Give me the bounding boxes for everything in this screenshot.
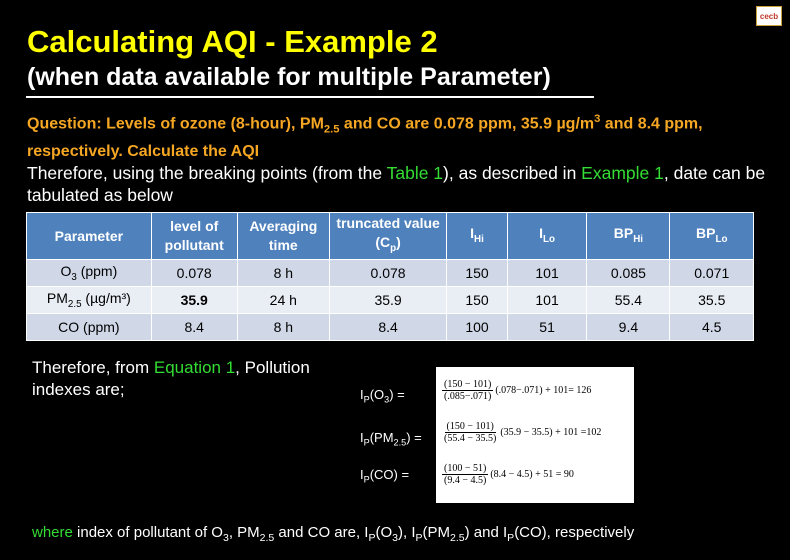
intro-text: Therefore, using the breaking points (fr… — [27, 163, 766, 205]
label-co: IP(CO) = — [360, 467, 410, 485]
title-underline — [26, 96, 594, 98]
label-ozone: IP(O3) = — [360, 387, 405, 405]
header-ihi: IHi — [446, 212, 508, 260]
table-row: CO (ppm) 8.4 8 h 8.4 100 51 9.4 4.5 — [26, 313, 754, 341]
cell-averaging: 24 h — [236, 286, 330, 314]
cell-parameter: O3 (ppm) — [26, 259, 152, 287]
table-1-reference: Table 1 — [386, 163, 444, 183]
slide-title: Calculating AQI - Example 2 — [27, 24, 438, 59]
header-truncated: truncated value (Cp) — [328, 212, 448, 260]
header-bphi: BPHi — [586, 212, 671, 260]
pollution-index-intro: Therefore, from Equation 1, Pollution in… — [32, 358, 310, 399]
question-text: Question: Levels of ozone (8-hour), PM2.… — [27, 113, 703, 160]
cell-bplo: 35.5 — [669, 286, 754, 314]
cell-bplo: 4.5 — [669, 313, 754, 341]
cell-bphi: 9.4 — [586, 313, 671, 341]
header-bplo: BPLo — [669, 212, 754, 260]
cell-ilo: 51 — [506, 313, 588, 341]
table-row: PM2.5 (µg/m³) 35.9 24 h 35.9 150 101 55.… — [26, 286, 754, 314]
equation-image: (150 − 101) (.085−.071) (.078−.071) + 101… — [436, 367, 634, 503]
cell-averaging: 8 h — [236, 313, 330, 341]
equation-ozone: (150 − 101) (.085−.071) (.078−.071) + 101… — [442, 379, 592, 402]
cell-level: 8.4 — [150, 313, 238, 341]
cell-averaging: 8 h — [236, 259, 330, 287]
equation-1-reference: Equation 1 — [153, 358, 236, 377]
slide-subtitle: (when data available for multiple Parame… — [27, 63, 551, 91]
cell-ilo: 101 — [506, 286, 588, 314]
cell-bplo: 0.071 — [669, 259, 754, 287]
header-ilo: ILo — [506, 212, 588, 260]
header-averaging: Averaging time — [236, 212, 330, 260]
equation-pm25: (150 − 101) (55.4 − 35.5) (35.9 − 35.5) +… — [444, 421, 602, 444]
cell-parameter: PM2.5 (µg/m³) — [26, 286, 152, 314]
cecb-logo: cecb — [756, 6, 782, 26]
cell-ilo: 101 — [506, 259, 588, 287]
cell-truncated: 8.4 — [328, 313, 448, 341]
cell-level: 0.078 — [150, 259, 238, 287]
example-1-reference: Example 1 — [581, 163, 664, 183]
cell-ihi: 100 — [446, 313, 508, 341]
cell-level: 35.9 — [150, 286, 238, 314]
breakpoint-table: Parameter level of pollutant Averaging t… — [26, 212, 754, 341]
cell-ihi: 150 — [446, 259, 508, 287]
cell-ihi: 150 — [446, 286, 508, 314]
table-row: O3 (ppm) 0.078 8 h 0.078 150 101 0.085 0… — [26, 259, 754, 287]
equation-co: (100 − 51) (9.4 − 4.5) (8.4 − 4.5) + 51 =… — [442, 463, 574, 486]
cell-bphi: 55.4 — [586, 286, 671, 314]
header-level: level of pollutant — [150, 212, 238, 260]
footer-note: where index of pollutant of O3, PM2.5 an… — [32, 524, 635, 544]
label-pm25: IP(PM2.5) = — [360, 430, 422, 448]
header-parameter: Parameter — [26, 212, 152, 260]
cell-truncated: 35.9 — [328, 286, 448, 314]
cell-bphi: 0.085 — [586, 259, 671, 287]
cell-truncated: 0.078 — [328, 259, 448, 287]
cell-parameter: CO (ppm) — [26, 313, 152, 341]
